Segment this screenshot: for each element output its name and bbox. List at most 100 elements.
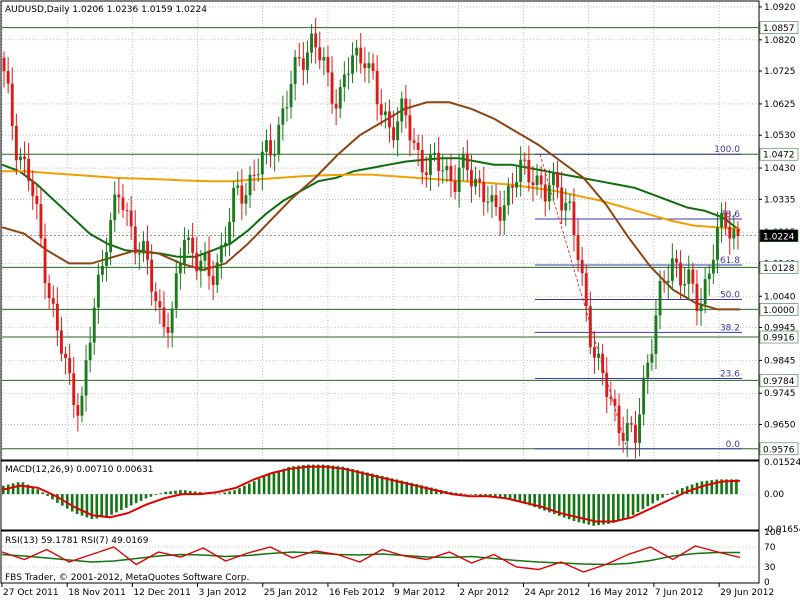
- candle-body: [691, 269, 695, 284]
- candle-body: [498, 207, 502, 221]
- macd-bar: [331, 465, 335, 495]
- candle-body: [556, 172, 559, 188]
- candle-body: [285, 107, 289, 109]
- candle-body: [424, 172, 428, 175]
- price-level-box-bg: [759, 374, 799, 387]
- price-level-box-bg: [759, 442, 799, 456]
- candle-body: [219, 245, 223, 263]
- price-tick-label: 1.0040: [764, 292, 796, 302]
- candle-body: [96, 274, 100, 308]
- candle-body: [248, 174, 252, 196]
- candle-body: [420, 149, 424, 173]
- candle-body: [375, 70, 379, 105]
- symbol-info-label: AUDUSD,Daily 1.0206 1.0236 1.0159 1.0224: [5, 5, 207, 15]
- price-tick-label: 0.9845: [764, 356, 796, 366]
- macd-bar: [356, 470, 359, 495]
- macd-bar: [125, 494, 128, 508]
- macd-bar: [134, 494, 138, 504]
- price-tick-label: 0.9650: [764, 420, 796, 430]
- price-pane[interactable]: 100.078.661.850.038.223.60.0 1.09201.082…: [0, 0, 799, 461]
- macd-bar: [626, 494, 630, 518]
- candle-body: [429, 154, 432, 175]
- macd-pane[interactable]: 0.01524 0.00 -0.01654 MACD(12,26,9) 0.0071…: [0, 458, 800, 535]
- candle-body: [732, 229, 736, 239]
- fibonacci-retracement: 100.078.661.850.038.223.60.0: [535, 145, 742, 450]
- price-level-box-bg: [759, 330, 799, 344]
- macd-bar: [597, 494, 600, 526]
- date-tick-label: 27 Oct 2011: [3, 588, 59, 598]
- candle-body: [314, 33, 318, 48]
- candle-body: [437, 152, 441, 171]
- macd-bar: [129, 494, 133, 506]
- rsi-axis-label: 70: [764, 543, 776, 553]
- candle-body: [531, 182, 535, 186]
- macd-bar: [705, 480, 709, 495]
- moving-average-slow-line: [2, 170, 741, 230]
- price-level-value: 1.0128: [763, 264, 795, 274]
- macd-bar: [11, 483, 15, 495]
- macd-bar: [366, 472, 369, 495]
- macd-bar: [238, 488, 241, 495]
- candle-body: [396, 121, 400, 141]
- macd-bar: [149, 494, 153, 497]
- candle-body: [703, 279, 707, 305]
- date-tick-label: 9 Mar 2012: [394, 588, 445, 598]
- macd-bar: [459, 493, 463, 495]
- candle-body: [408, 115, 412, 141]
- macd-bar: [685, 486, 689, 495]
- candle-body: [638, 414, 641, 444]
- date-axis: 27 Oct 2011 18 Nov 2011 12 Dec 2011 3 Jan 2…: [1, 583, 774, 598]
- price-level-box: 0.9576: [759, 442, 799, 456]
- macd-bar: [676, 490, 679, 495]
- macd-bar: [710, 480, 714, 495]
- candle-body: [150, 259, 154, 292]
- macd-axis: 0.01524 0.00 -0.01654: [764, 458, 800, 535]
- candlesticks[interactable]: [2, 18, 740, 459]
- candle-body: [199, 260, 203, 272]
- candle-body: [716, 227, 719, 260]
- macd-bar: [513, 494, 517, 501]
- candle-body: [535, 175, 539, 186]
- macd-bar: [159, 493, 163, 495]
- macd-bar: [641, 494, 645, 510]
- macd-bar: [567, 494, 571, 520]
- date-tick-label: 18 Nov 2011: [68, 588, 126, 598]
- candle-body: [109, 220, 113, 253]
- candle-body: [142, 241, 145, 254]
- date-tick-label: 24 Apr 2012: [525, 588, 581, 598]
- price-level-value: 1.0857: [763, 24, 795, 34]
- candle-body: [502, 205, 506, 221]
- price-level-box: 1.0224: [759, 229, 799, 243]
- macd-bar: [110, 494, 113, 515]
- macd-bar: [680, 488, 684, 495]
- price-level-value: 1.0224: [763, 232, 795, 242]
- candle-body: [6, 71, 10, 84]
- macd-bar: [430, 487, 433, 495]
- macd-bar: [621, 494, 625, 520]
- macd-bar: [184, 490, 187, 495]
- macd-bar: [70, 494, 74, 512]
- price-level-box-bg: [759, 261, 799, 274]
- candle-body: [519, 159, 523, 183]
- candle-body: [137, 253, 141, 255]
- candle-body: [617, 405, 621, 434]
- candle-body: [289, 84, 293, 108]
- price-level-value: 1.0472: [763, 151, 795, 161]
- candle-body: [322, 57, 326, 61]
- price-level-box-bg: [759, 229, 799, 243]
- macd-bar: [120, 494, 123, 511]
- macd-bar: [494, 494, 497, 498]
- macd-bar: [730, 479, 733, 495]
- rsi-axis: 100 70 30 0: [764, 528, 781, 588]
- candle-body: [158, 301, 162, 308]
- candle-body: [588, 306, 592, 348]
- macd-bar: [193, 491, 197, 495]
- candle-body: [404, 98, 408, 116]
- candle-body: [646, 362, 650, 378]
- candle-body: [613, 398, 617, 406]
- macd-bar: [292, 466, 295, 495]
- candle-body: [728, 227, 732, 239]
- price-tick-label: 0.9945: [764, 323, 796, 333]
